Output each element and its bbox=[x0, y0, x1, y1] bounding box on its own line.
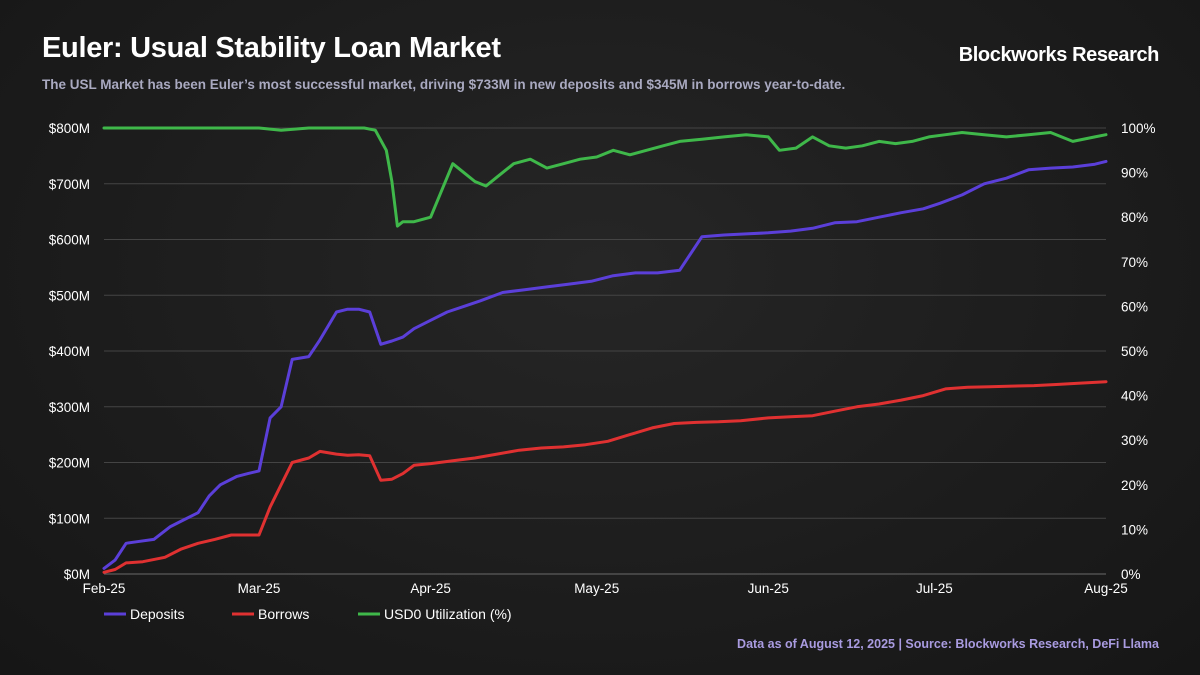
right-tick-label: 90% bbox=[1121, 166, 1148, 181]
x-tick-label: Mar-25 bbox=[238, 581, 281, 596]
x-tick-label: May-25 bbox=[574, 581, 619, 596]
right-tick-label: 40% bbox=[1121, 389, 1148, 404]
legend-label: Borrows bbox=[258, 606, 309, 622]
series-line-deposits bbox=[102, 159, 1108, 570]
right-tick-label: 10% bbox=[1121, 522, 1148, 537]
source-note: Data as of August 12, 2025 | Source: Blo… bbox=[737, 637, 1159, 651]
right-tick-label: 30% bbox=[1121, 433, 1148, 448]
left-tick-label: $400M bbox=[49, 344, 90, 359]
series-line-usd0-utilization bbox=[102, 126, 1108, 228]
right-tick-label: 80% bbox=[1121, 210, 1148, 225]
left-tick-label: $100M bbox=[49, 511, 90, 526]
right-tick-label: 70% bbox=[1121, 255, 1148, 270]
legend: Deposits Borrows USD0 Utilization (%) bbox=[104, 606, 512, 622]
series-line-borrows bbox=[102, 380, 1108, 574]
left-tick-label: $300M bbox=[49, 400, 90, 415]
left-tick-label: $600M bbox=[49, 233, 90, 248]
series-lines bbox=[102, 126, 1108, 574]
brand-logo-text: Blockworks Research bbox=[958, 44, 1160, 66]
right-axis-ticks: 0% 10% 20% 30% 40% 50% 60% 70% 80% 90% 100% bbox=[1121, 121, 1156, 582]
left-tick-label: $700M bbox=[49, 177, 90, 192]
left-tick-label: $500M bbox=[49, 288, 90, 303]
left-axis-ticks: $0M $100M $200M $300M $400M $500M $600M $700M $8… bbox=[49, 121, 90, 582]
x-tick-label: Jun-25 bbox=[748, 581, 789, 596]
x-tick-label: Aug-25 bbox=[1084, 581, 1128, 596]
right-tick-label: 100% bbox=[1121, 121, 1156, 136]
legend-label: USD0 Utilization (%) bbox=[384, 606, 512, 622]
left-tick-label: $800M bbox=[49, 121, 90, 136]
x-axis-ticks: Feb-25 Mar-25 Apr-25 May-25 Jun-25 Jul-25 Aug-… bbox=[83, 581, 1128, 596]
legend-label: Deposits bbox=[130, 606, 184, 622]
left-tick-label: $200M bbox=[49, 456, 90, 471]
x-tick-label: Apr-25 bbox=[410, 581, 451, 596]
right-tick-label: 20% bbox=[1121, 478, 1148, 493]
right-tick-label: 0% bbox=[1121, 567, 1141, 582]
x-tick-label: Feb-25 bbox=[83, 581, 126, 596]
left-tick-label: $0M bbox=[64, 567, 90, 582]
right-tick-label: 60% bbox=[1121, 299, 1148, 314]
chart-title: Euler: Usual Stability Loan Market bbox=[42, 32, 501, 64]
right-tick-label: 50% bbox=[1121, 344, 1148, 359]
x-tick-label: Jul-25 bbox=[916, 581, 953, 596]
chart-subtitle: The USL Market has been Euler’s most suc… bbox=[42, 77, 846, 92]
gridlines bbox=[104, 127, 1106, 575]
